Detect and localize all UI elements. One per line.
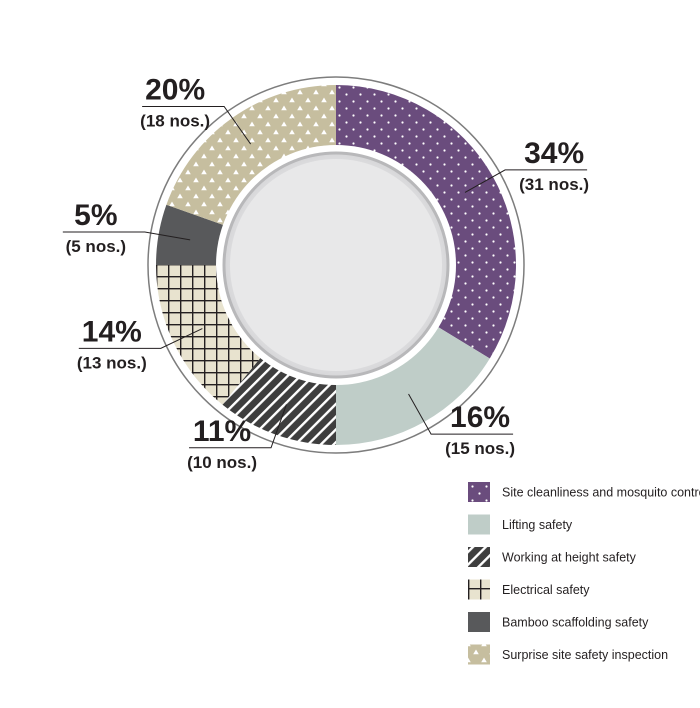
callouts-layer: 34% (31 nos.) 16% (15 nos.) 11% (10 nos.) 14% (… [62,74,589,472]
count-label-site-cleanliness-and-mosquito-control: (31 nos.) [519,175,589,194]
legend-swatch-lifting-safety [468,514,490,535]
legend-label-surprise-site-safety-inspection: Surprise site safety inspection [502,648,668,662]
count-label-lifting-safety: (15 nos.) [445,439,515,458]
callout-line-lifting-safety [408,393,514,435]
percent-label-surprise-site-safety-inspection: 20% [145,74,205,107]
legend-label-working-at-height-safety: Working at height safety [502,551,637,565]
legend-label-electrical-safety: Electrical safety [502,583,590,597]
slice-surprise-site-safety-inspection [166,85,336,226]
callout-line-site-cleanliness-and-mosquito-control [464,169,588,193]
percent-label-working-at-height-safety: 11% [193,415,251,448]
slice-bamboo-scaffolding-safety [156,204,225,265]
callout-line-electrical-safety [78,328,203,349]
legend-swatch-electrical-safety [468,579,490,600]
count-label-electrical-safety: (13 nos.) [77,353,147,372]
callout-line-working-at-height-safety [189,404,287,449]
center-plate-inner-rim [230,159,442,371]
legend-label-lifting-safety: Lifting safety [502,518,573,532]
slices-layer [156,85,516,445]
legend-swatch-site-cleanliness-and-mosquito-control [468,482,490,502]
legend-swatch-bamboo-scaffolding-safety [468,612,490,632]
legend: Site cleanliness and mosquito control Lif… [468,482,700,665]
count-label-bamboo-scaffolding-safety: (5 nos.) [66,237,126,256]
slice-lifting-safety [336,326,490,445]
percent-label-site-cleanliness-and-mosquito-control: 34% [524,137,584,170]
legend-label-site-cleanliness-and-mosquito-control: Site cleanliness and mosquito control [502,486,700,500]
outer-ring [147,76,525,454]
callout-line-bamboo-scaffolding-safety [62,231,191,241]
percent-label-electrical-safety: 14% [82,315,142,348]
legend-label-bamboo-scaffolding-safety: Bamboo scaffolding safety [502,616,649,630]
slice-site-cleanliness-and-mosquito-control [336,85,516,359]
slice-electrical-safety [156,265,262,405]
legend-swatch-surprise-site-safety-inspection [468,644,490,665]
percent-label-lifting-safety: 16% [450,401,510,434]
count-label-working-at-height-safety: (10 nos.) [187,453,257,472]
count-label-surprise-site-safety-inspection: (18 nos.) [140,112,210,131]
callout-line-surprise-site-safety-inspection [142,106,252,145]
slice-working-at-height-safety [222,356,336,445]
percent-label-bamboo-scaffolding-safety: 5% [74,199,117,232]
legend-swatch-working-at-height-safety [468,547,490,567]
